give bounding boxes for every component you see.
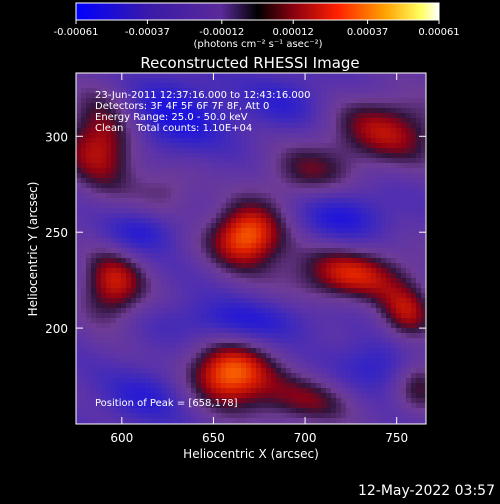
info-line-total-counts: Clean Total counts: 1.10E+04 xyxy=(95,123,252,134)
peak-position-label: Position of Peak = [658,178] xyxy=(95,398,238,409)
heatmap-image xyxy=(76,73,426,424)
colorbar-tick-label: 0.00037 xyxy=(347,27,388,38)
colorbar xyxy=(75,2,440,21)
colorbar-tick-label: -0.00061 xyxy=(54,27,99,38)
y-tick-label: 300 xyxy=(45,130,68,144)
y-tick-label: 250 xyxy=(45,226,68,240)
footer-timestamp: 12-May-2022 03:57 xyxy=(358,483,495,499)
colorbar-tick-label: 0.00061 xyxy=(418,27,459,38)
colorbar-tick-label: -0.00037 xyxy=(125,27,170,38)
colorbar-tick-label: 0.00012 xyxy=(273,27,314,38)
colorbar-units-label: (photons cm⁻² s⁻¹ asec⁻²) xyxy=(193,39,322,50)
y-axis-title: Heliocentric Y (arcsec) xyxy=(26,182,40,317)
info-line-energy-range: Energy Range: 25.0 - 50.0 keV xyxy=(95,112,248,123)
x-axis-title: Heliocentric X (arcsec) xyxy=(183,447,319,461)
x-tick-label: 650 xyxy=(202,431,225,445)
x-tick-label: 750 xyxy=(385,431,408,445)
x-tick-label: 600 xyxy=(110,431,133,445)
info-line-time-range: 23-Jun-2011 12:37:16.000 to 12:43:16.000 xyxy=(95,90,311,101)
x-tick-label: 700 xyxy=(294,431,317,445)
info-block: 23-Jun-2011 12:37:16.000 to 12:43:16.000… xyxy=(95,90,311,134)
info-line-detectors: Detectors: 3F 4F 5F 6F 7F 8F, Att 0 xyxy=(95,101,269,112)
colorbar-ticks: -0.00061 -0.00037 -0.00012 0.00012 0.00037 0.… xyxy=(54,20,460,38)
chart-title: Reconstructed RHESSI Image xyxy=(140,54,359,72)
y-tick-label: 200 xyxy=(45,322,68,336)
colorbar-tick-label: -0.00012 xyxy=(199,27,244,38)
plot-frame xyxy=(75,72,427,425)
axes: 600 650 700 750 200 250 300 xyxy=(45,73,426,445)
